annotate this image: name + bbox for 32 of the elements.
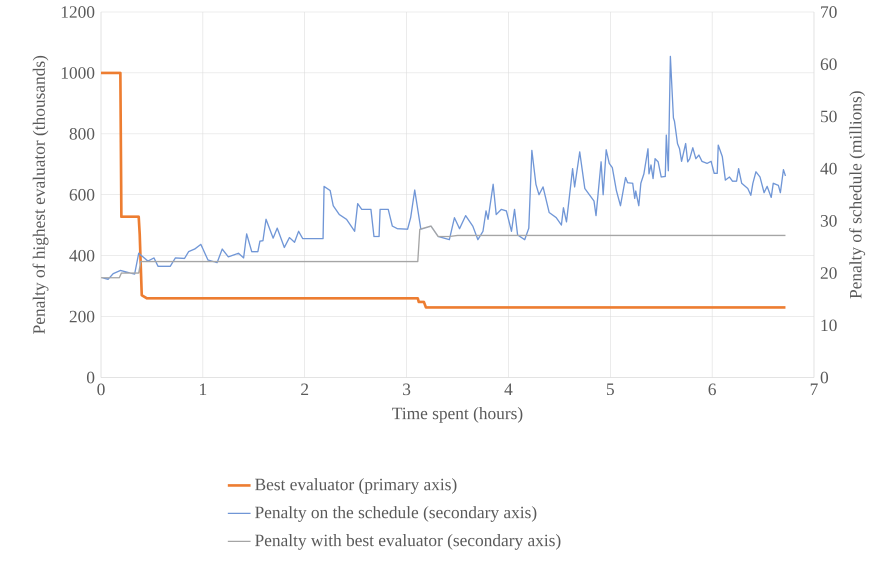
y-tick-label: 200 xyxy=(70,310,94,322)
line-series xyxy=(101,72,787,309)
x-tick-label: 2 xyxy=(301,384,308,396)
x-tick-label: 5 xyxy=(606,384,614,396)
y2-axis-title: Penalty of schedule (millions) xyxy=(849,91,866,298)
y2-tick-label: 10 xyxy=(822,319,837,332)
x-tick-label: 1 xyxy=(200,384,206,395)
y-tick-label: 400 xyxy=(69,250,94,262)
y-tick-label: 1000 xyxy=(62,67,94,79)
line-series xyxy=(101,56,786,280)
legend-label: Penalty on the schedule (secondary axis) xyxy=(255,506,536,522)
y2-tick-label: 30 xyxy=(820,215,837,227)
y2-tick-label: 70 xyxy=(821,6,837,18)
x-tick-label: 0 xyxy=(97,384,105,396)
x-tick-label: 3 xyxy=(403,384,410,396)
y2-tick-label: 60 xyxy=(820,58,837,70)
line-series xyxy=(101,225,786,278)
x-axis-title: Time spent (hours) xyxy=(392,407,522,423)
y2-tick-label: 0 xyxy=(820,372,828,384)
y-tick-label: 600 xyxy=(70,188,94,201)
x-tick-label: 6 xyxy=(708,384,716,396)
y-tick-label: 800 xyxy=(70,128,94,140)
legend-label: Best evaluator (primary axis) xyxy=(255,478,456,494)
y-axis-title: Penalty of highest evaluator (thousands) xyxy=(32,56,48,334)
y2-tick-label: 20 xyxy=(820,267,837,279)
legend-label: Penalty with best evaluator (secondary axis) xyxy=(255,534,560,550)
x-tick-label: 4 xyxy=(504,384,512,395)
y-tick-label: 0 xyxy=(86,372,94,384)
y2-tick-label: 40 xyxy=(820,162,837,174)
y2-tick-label: 50 xyxy=(821,110,837,122)
x-tick-label: 7 xyxy=(810,384,818,395)
y-tick-label: 1200 xyxy=(62,6,94,18)
